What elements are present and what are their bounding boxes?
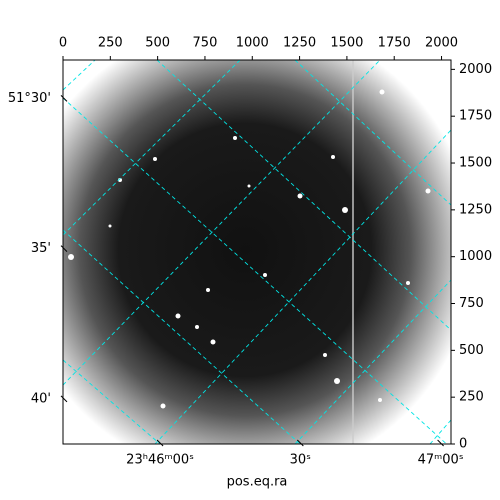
wcs-grid-line — [154, 129, 451, 444]
wcs-y-tick — [60, 95, 68, 102]
x-tick-label: 2000 — [425, 36, 458, 51]
x-tick-label: 1000 — [236, 36, 269, 51]
x-tick-label: 250 — [98, 36, 123, 51]
wcs-y-tick-label: 51°30' — [8, 91, 51, 106]
y-tick-label: 1500 — [459, 156, 492, 171]
wcs-x-tick — [437, 439, 444, 447]
wcs-x-tick-label: 30ˢ — [290, 453, 312, 468]
x-axis-label: pos.eq.ra — [227, 475, 288, 490]
wcs-x-tick — [156, 439, 164, 447]
x-tick-label: 1500 — [330, 36, 363, 51]
wcs-y-tick-label: 35' — [31, 241, 51, 256]
x-tick-label: 1750 — [378, 36, 411, 51]
wcs-grid-line — [294, 279, 451, 444]
wcs-grid-line — [63, 359, 161, 444]
wcs-grid-line — [156, 60, 451, 331]
y-tick-label: 0 — [459, 437, 467, 452]
y-tick-label: 750 — [459, 296, 484, 311]
x-tick-label: 500 — [145, 36, 170, 51]
y-tick-label: 1000 — [459, 249, 492, 264]
image — [63, 60, 451, 444]
wcs-y-tick — [60, 395, 68, 403]
x-tick-label: 1250 — [283, 36, 316, 51]
wcs-grid-line — [63, 60, 381, 386]
wcs-x-tick-label: 23ʰ46ᵐ00ˢ — [126, 453, 194, 468]
x-tick-label: 750 — [193, 36, 218, 51]
wcs-grid-line — [63, 97, 448, 444]
wcs-grid-line — [63, 229, 301, 444]
wcs-x-tick-label: 47ᵐ00ˢ — [418, 453, 464, 468]
y-tick-label: 1750 — [459, 109, 492, 124]
sky-image — [63, 60, 451, 444]
wcs-y-tick-label: 40' — [31, 391, 51, 406]
y-tick-label: 1250 — [459, 202, 492, 217]
wcs-grid — [63, 60, 451, 444]
y-tick-label: 250 — [459, 390, 484, 405]
plot-frame — [62, 59, 452, 445]
wcs-grid-line — [294, 60, 451, 206]
wcs-grid-line — [429, 419, 451, 444]
bright-column — [352, 60, 354, 444]
x-tick-label: 0 — [59, 36, 67, 51]
y-tick-label: 500 — [459, 343, 484, 358]
wcs-x-tick — [296, 439, 304, 447]
y-tick-label: 2000 — [459, 62, 492, 77]
wcs-grid-line — [63, 60, 96, 91]
wcs-y-tick — [60, 245, 68, 252]
stars — [68, 89, 431, 409]
